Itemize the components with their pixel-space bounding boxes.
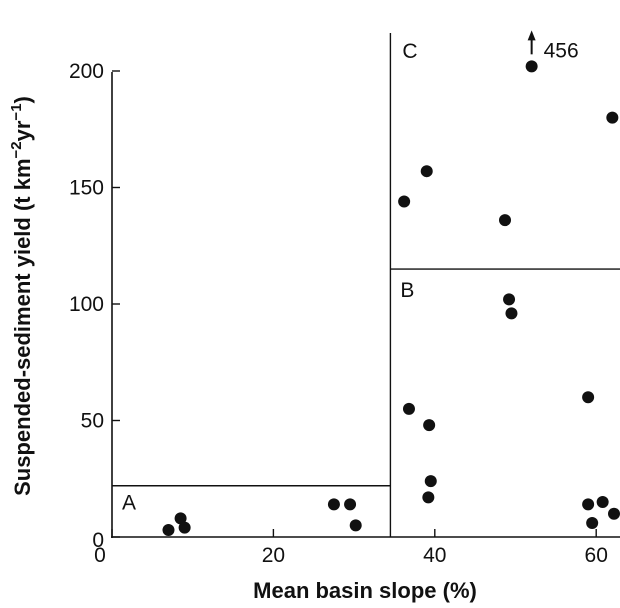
data-point [422,491,435,504]
data-point [174,512,187,525]
data-point [608,507,620,520]
y-axis-title-mid: yr [10,120,35,141]
data-point [327,498,340,511]
x-tick-label: 60 [585,544,608,567]
axis-ticks [111,70,597,538]
data-point [505,307,518,320]
data-point [503,293,516,306]
text-labels: 0 20 40 60 0 50 100 150 200 A B C 456 [69,30,608,567]
region-boundaries [112,33,620,537]
y-tick-label: 150 [69,177,104,200]
data-point [178,521,191,534]
data-point [423,419,436,432]
data-point [582,498,595,511]
data-point [596,496,609,509]
data-point [349,519,362,532]
y-axis-title: Suspended-sediment yield (t km−2yr−1) [8,96,35,496]
data-point [402,402,415,415]
data-point [162,524,175,537]
y-axis-title-sup2: −1 [8,103,25,120]
data-point [398,195,411,208]
y-axis-title-end: ) [10,96,35,103]
y-tick-label: 200 [69,60,104,83]
x-tick-label: 20 [262,544,285,567]
y-axis-title-sup1: −2 [8,141,25,158]
region-label-c: C [402,40,417,63]
y-axis-title-main: Suspended-sediment yield (t km [10,158,35,495]
y-tick-label: 100 [69,293,104,316]
x-tick-label: 0 [94,544,106,567]
data-point [499,214,512,227]
plot-frame [111,72,620,538]
region-label-b: B [400,279,414,302]
data-point [606,111,619,124]
data-point [586,517,599,530]
data-point [344,498,357,511]
off-scale-arrow-head [527,30,536,41]
y-tick-label: 50 [81,410,104,433]
data-point [525,60,538,73]
data-point [424,475,437,488]
region-label-a: A [122,492,136,515]
y-tick-label: 0 [92,529,104,552]
data-point [420,165,433,178]
x-tick-label: 40 [423,544,446,567]
data-points [162,60,620,537]
data-point [582,391,595,404]
x-axis-title: Mean basin slope (%) [253,578,477,603]
off-scale-value-label: 456 [544,39,579,62]
